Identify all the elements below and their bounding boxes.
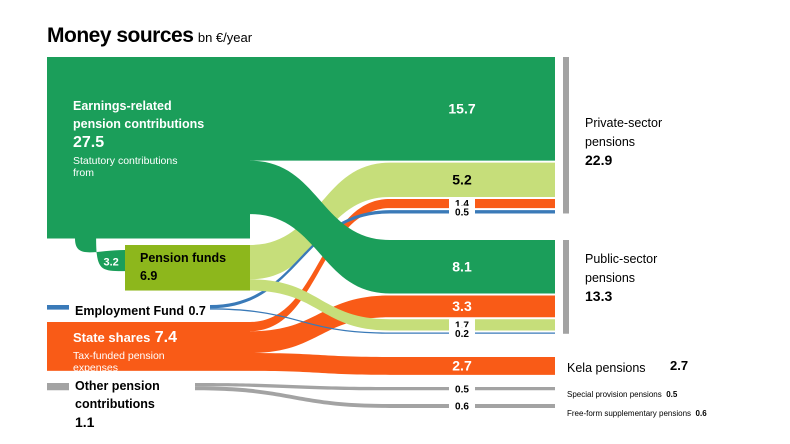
target-label: Special provision pensions 0.5 [567,383,787,402]
flow [250,353,555,375]
flow-label: 0.5 [455,384,469,395]
source-node [47,383,69,391]
flow [250,279,555,331]
flow [250,160,555,294]
flow-label: 0.6 [455,402,469,413]
flow [250,198,555,332]
target-value: 0.5 [666,390,678,399]
target-value: 13.3 [585,288,613,305]
flow-label: 3.3 [452,298,472,314]
target-name: Private-sector pensions [585,116,663,150]
flow-label-box [449,399,475,412]
source-value: 1.1 [75,413,95,430]
target-label: Free-form supplementary pensions 0.6 [567,402,787,421]
target-label: Private-sector pensions 22.9 [585,113,700,171]
target-name: Free-form supplementary pensions [567,409,692,418]
flow [75,238,125,272]
source-label: State shares 7.4 Tax-funded pension expen… [73,329,223,377]
source-label: Other pension contributions 1.1 [75,377,185,432]
source-node [47,57,250,239]
target-value: 0.6 [695,409,707,418]
flow [250,162,555,280]
target-label: Kela pensions 2.7 [567,358,767,377]
chart-title: Money sources [47,24,194,47]
source-node [47,305,69,310]
target-name: Kela pensions [567,361,646,375]
title-row: Money sources bn €/year [47,24,252,48]
source-node [125,245,250,291]
flow [250,57,555,161]
target-bar [563,240,569,334]
source-name: Employment Fund [75,304,185,318]
source-name: Other pension contributions [75,379,160,412]
source-note: Tax-funded pension expenses [73,350,165,375]
source-label: Employment Fund 0.7 [75,302,275,320]
flow [250,295,555,354]
flow-label: 8.1 [452,258,472,274]
target-name: Public-sector pensions [585,252,658,286]
target-label: Public-sector pensions 13.3 [585,249,690,307]
flow-label-box [449,382,475,395]
flow-label: 1.4 [455,199,469,210]
target-bar [563,57,569,214]
source-value: 0.7 [188,304,206,318]
flow-label: 15.7 [448,101,475,117]
source-name: Pension funds [140,251,227,265]
source-label: Earnings-related pension contributions 27… [73,97,223,182]
flow-label: 0.5 [455,207,469,218]
flow [210,308,555,334]
target-value: 2.7 [670,358,689,373]
flow-label: 5.2 [452,171,472,187]
source-value: 6.9 [140,269,158,284]
chart-subtitle: bn €/year [197,30,253,45]
flow-label-box [449,327,475,340]
target-value: 22.9 [585,152,613,169]
flow-label: 0.2 [455,329,469,340]
source-label: Pension funds 6.9 [140,249,245,286]
source-value: 7.4 [154,329,178,346]
flow [195,386,555,408]
flow-label: 2.7 [452,358,472,374]
source-node [47,322,250,371]
flow-label: 3.2 [103,256,118,268]
target-name: Special provision pensions [567,390,662,399]
source-name: Earnings-related pension contributions [73,99,205,132]
source-note: Statutory contributions from [73,155,178,180]
flow-label-box [449,205,475,218]
source-value: 27.5 [73,133,105,151]
source-name: State shares [73,330,151,345]
flow-label: 1.7 [455,320,469,331]
